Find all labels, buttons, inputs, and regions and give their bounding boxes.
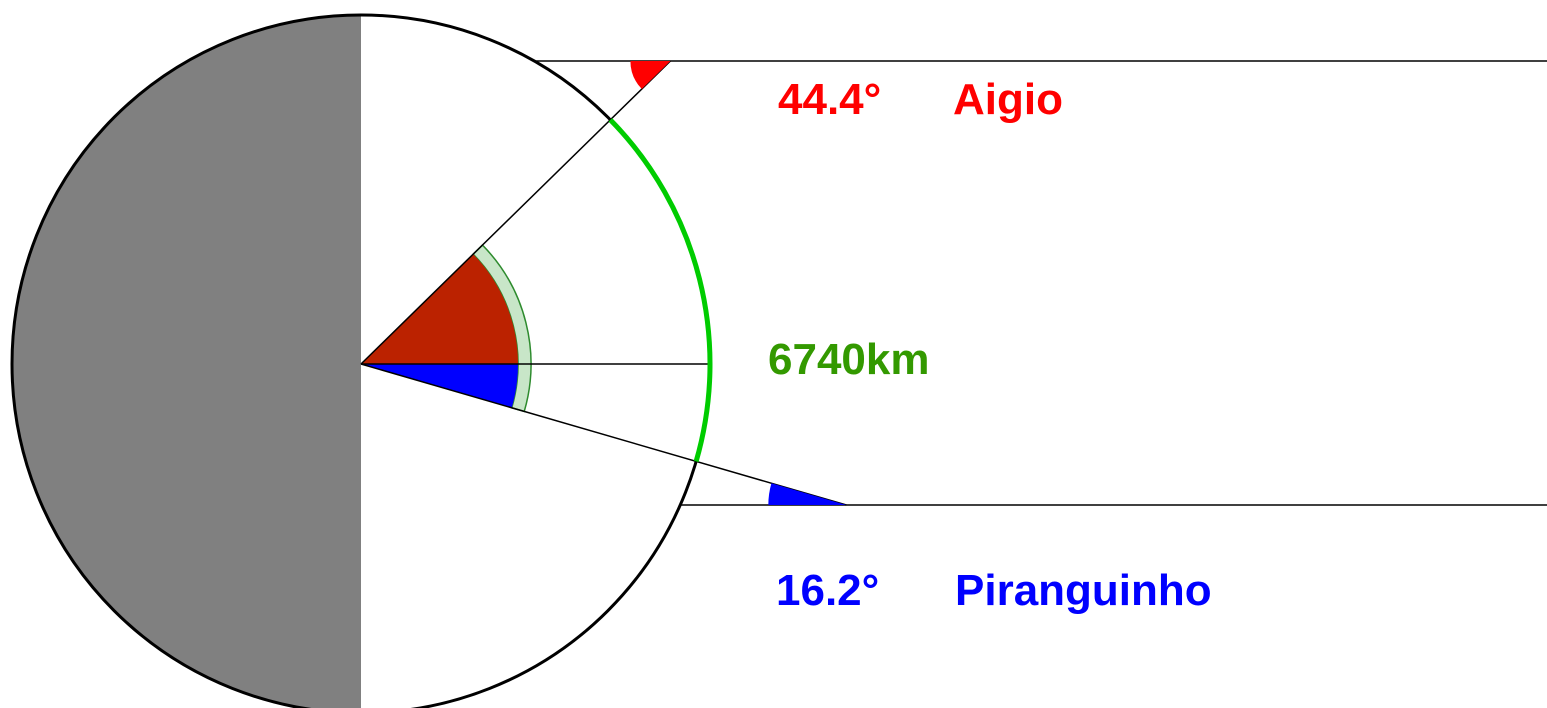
distance-arc: [608, 118, 713, 463]
radius-aigio: [360, 60, 671, 365]
piranguinho-angle-label: 16.2°: [776, 566, 879, 615]
aigio-angle-label: 44.4°: [778, 75, 881, 124]
sun-angle-aigio-wedge: [630, 61, 671, 89]
earth-shadow-half: [12, 15, 361, 708]
central-angle-aigio-wedge: [361, 254, 518, 364]
piranguinho-name-label: Piranguinho: [955, 566, 1212, 615]
radius-piranguinho: [360, 363, 847, 506]
sun-angle-piranguinho-wedge: [768, 483, 847, 505]
distance-label: 6740km: [768, 335, 929, 384]
aigio-name-label: Aigio: [953, 75, 1063, 124]
